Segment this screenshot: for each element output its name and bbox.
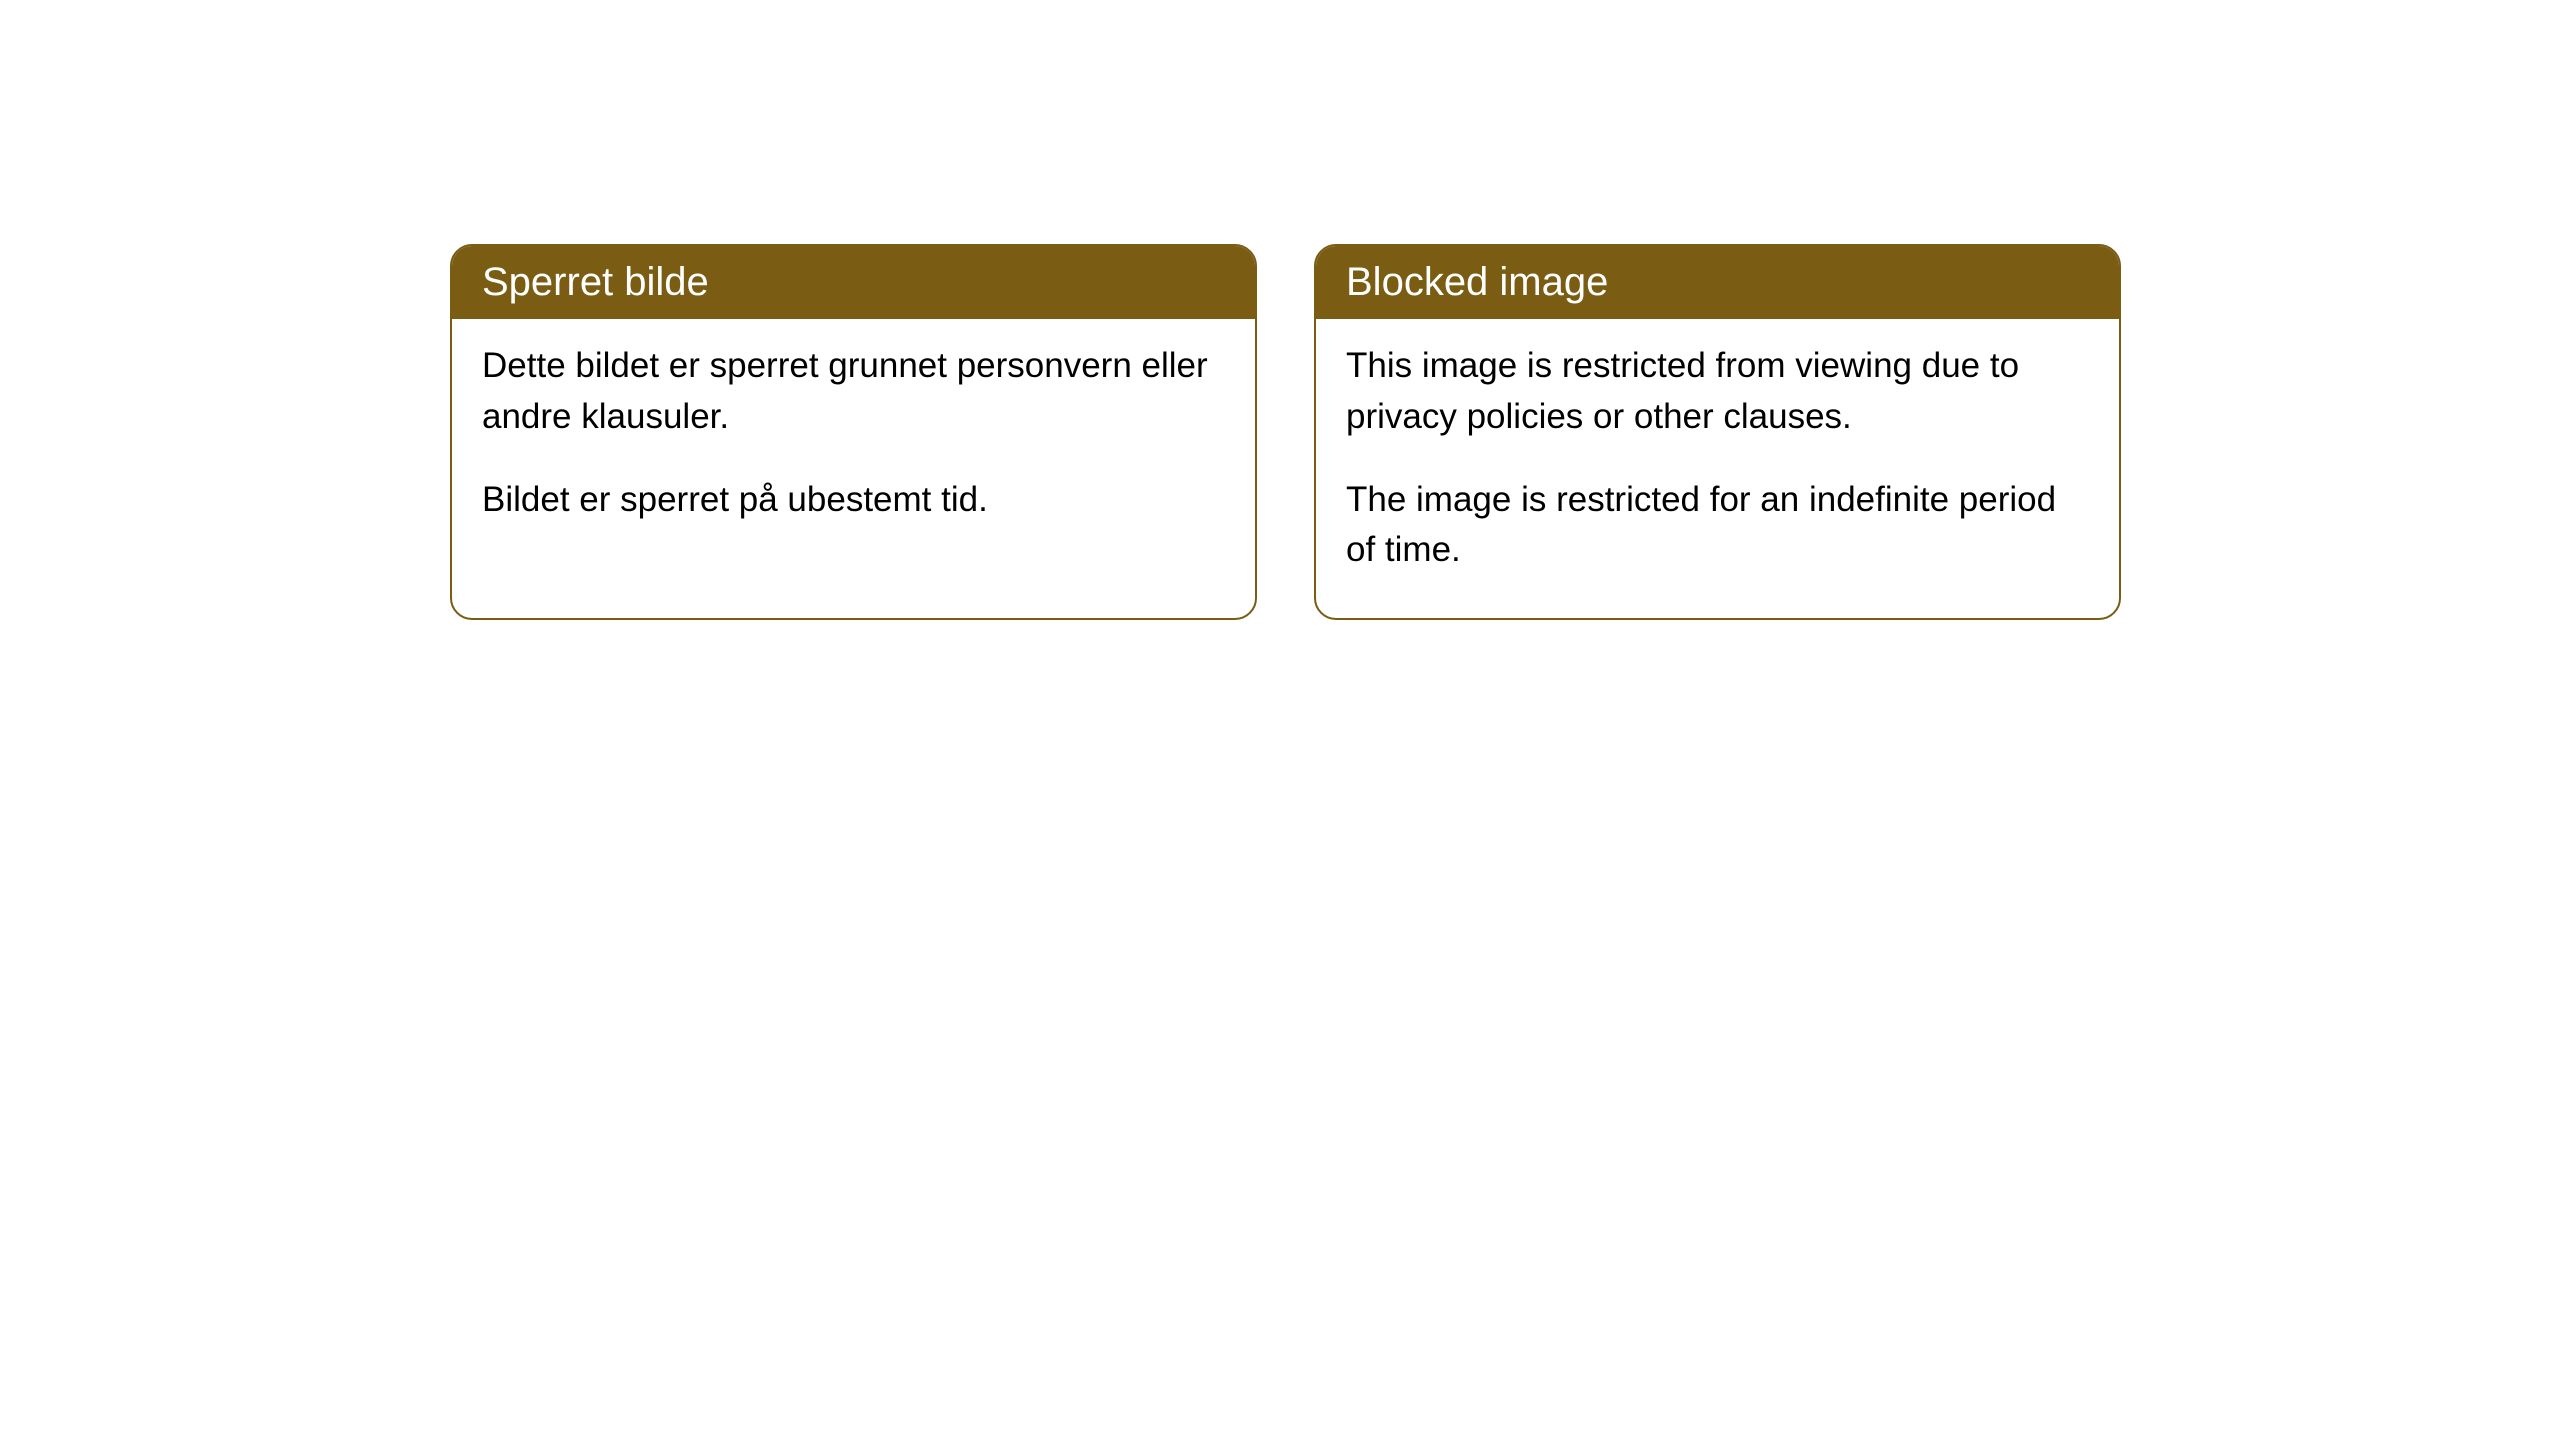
card-container: Sperret bilde Dette bildet er sperret gr…: [450, 244, 2121, 620]
card-paragraph: This image is restricted from viewing du…: [1346, 341, 2089, 443]
card-paragraph: Bildet er sperret på ubestemt tid.: [482, 475, 1225, 526]
card-body: Dette bildet er sperret grunnet personve…: [452, 319, 1255, 567]
blocked-image-card-norwegian: Sperret bilde Dette bildet er sperret gr…: [450, 244, 1257, 620]
card-title: Blocked image: [1346, 260, 1608, 304]
card-header: Blocked image: [1316, 246, 2119, 319]
card-header: Sperret bilde: [452, 246, 1255, 319]
card-paragraph: Dette bildet er sperret grunnet personve…: [482, 341, 1225, 443]
card-paragraph: The image is restricted for an indefinit…: [1346, 475, 2089, 577]
card-body: This image is restricted from viewing du…: [1316, 319, 2119, 618]
blocked-image-card-english: Blocked image This image is restricted f…: [1314, 244, 2121, 620]
card-title: Sperret bilde: [482, 260, 709, 304]
